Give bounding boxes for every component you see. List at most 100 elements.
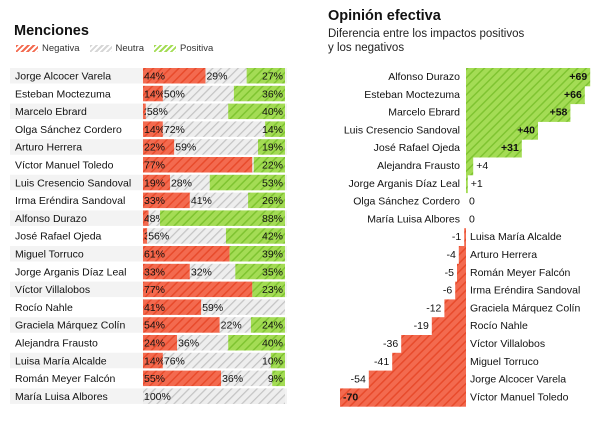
menciones-value-label: 76% [164,355,185,367]
negativa-segment [143,299,202,315]
menciones-row-name: Rocío Nahle [15,302,73,314]
opinion-row-name: Irma Eréndira Sandoval [470,285,580,297]
opinion-value-label: -1 [452,231,461,243]
menciones-value-label: 77% [144,160,165,172]
menciones-row-name: Román Meyer Falcón [15,373,116,385]
menciones-value-label: 14% [144,88,165,100]
negativa-segment [143,192,190,209]
menciones-value-label: 36% [222,373,243,385]
neutra-segment [189,263,236,280]
menciones-row-name: Víctor Manuel Toledo [15,160,114,172]
opinion-row-name: Jorge Alcocer Varela [470,374,566,386]
opinion-chart: Alfonso Durazo +69 Esteban Moctezuma +66 Mar… [340,68,591,407]
negativa-segment [143,103,146,120]
menciones-value-label: 14% [262,124,283,136]
opinion-value-label: -12 [426,302,441,314]
opinion-row-name: Arturo Herrera [470,249,537,261]
opinion-negative-bar [457,263,466,283]
opinion-value-label: 0 [469,196,475,208]
positiva-segment [246,68,285,84]
opinion-row-name: Miguel Torruco [470,356,539,368]
menciones-value-label: 53% [262,177,283,189]
menciones-value-label: 50% [164,88,185,100]
neutra-segment [252,157,254,173]
opinion-row-name: Román Meyer Falcón [470,267,571,279]
opinion-positive-bar [466,68,591,87]
opinion-value-label: -70 [343,391,358,403]
positiva-segment [229,246,285,262]
opinion-value-label: +40 [517,124,535,136]
opinion-negative-bar [401,335,466,354]
menciones-value-label: 39% [262,249,283,261]
opinion-positive-bar [466,103,571,122]
opinion-value-label: +66 [564,89,582,101]
neutra-segment [145,103,229,120]
menciones-value-label: 28% [171,177,192,189]
menciones-value-label: 100% [144,391,171,403]
menciones-value-label: 32% [191,266,212,278]
negativa-segment [143,68,206,84]
opinion-negative-bar [458,246,466,265]
opinion-value-label: +69 [569,71,587,83]
opinion-negative-bar [464,228,466,247]
opinion-positive-bar [466,157,474,176]
opinion-value-label: +4 [476,160,488,172]
opinion-row-name: Víctor Manuel Toledo [470,391,569,403]
menciones-value-label: 61% [144,249,165,261]
opinion-row-name: Luis Cresencio Sandoval [344,124,460,136]
opinion-negative-bar [340,388,466,407]
negativa-segment [143,335,178,351]
neutra-segment [221,370,273,387]
menciones-value-label: 77% [144,284,165,296]
menciones-row-name: Jorge Arganis Díaz Leal [15,266,126,278]
opinion-row-name: Graciela Márquez Colín [470,302,580,314]
menciones-value-label: 42% [262,231,283,243]
positiva-segment [265,121,285,137]
neutra-segment [162,85,234,102]
neutra-segment [143,388,285,404]
opinion-negative-bar [392,352,466,372]
opinion-row-name: Olga Sánchez Cordero [353,196,460,208]
opinion-subtitle: Diferencia entre los impactos positivos … [328,27,524,55]
neutra-segment [201,299,285,315]
neutra-segment [219,317,251,333]
opinion-row-name: José Rafael Ojeda [374,142,461,154]
opinion-row-name: Marcelo Ebrard [388,107,460,119]
menciones-value-label: 88% [262,213,283,225]
negativa-segment [143,281,253,298]
menciones-value-label: 40% [262,106,283,118]
legend-swatch-negativa [16,45,38,52]
neutra-segment [147,228,226,244]
menciones-value-label: 41% [144,302,165,314]
legend-swatch-positiva [154,45,177,52]
opinion-row-name: Jorge Arganis Díaz Leal [349,178,460,190]
menciones-value-label: 41% [191,195,212,207]
opinion-row-name: Alfonso Durazo [388,71,460,83]
negativa-segment [143,157,253,173]
opinion-value-label: -36 [383,338,398,350]
neutra-segment [148,210,161,226]
menciones-value-label: 24% [262,320,283,332]
neutra-segment [162,121,266,137]
negativa-segment [143,85,163,102]
menciones-row-name: Marcelo Ebrard [15,106,87,118]
positiva-segment [228,103,285,120]
opinion-value-label: -54 [351,374,366,386]
menciones-legend: Negativa Neutra Positiva [16,43,223,54]
menciones-value-label: 29% [206,71,227,83]
opinion-row-name: Rocío Nahle [470,320,528,332]
menciones-row-name: Miguel Torruco [15,249,84,261]
menciones-value-label: 19% [144,177,165,189]
opinion-positive-bar [466,174,468,194]
menciones-value-label: 19% [262,142,283,154]
menciones-value-label: 26% [262,195,283,207]
positiva-segment [248,192,285,209]
menciones-value-label: 40% [262,338,283,350]
menciones-value-label: 56% [148,231,169,243]
menciones-row-name: José Rafael Ojeda [15,231,102,243]
opinion-row-name: Esteban Moctezuma [364,89,460,101]
menciones-row-name: Olga Sánchez Cordero [15,124,122,136]
menciones-row-name: Alfonso Durazo [15,213,87,225]
menciones-value-label: 36% [262,88,283,100]
